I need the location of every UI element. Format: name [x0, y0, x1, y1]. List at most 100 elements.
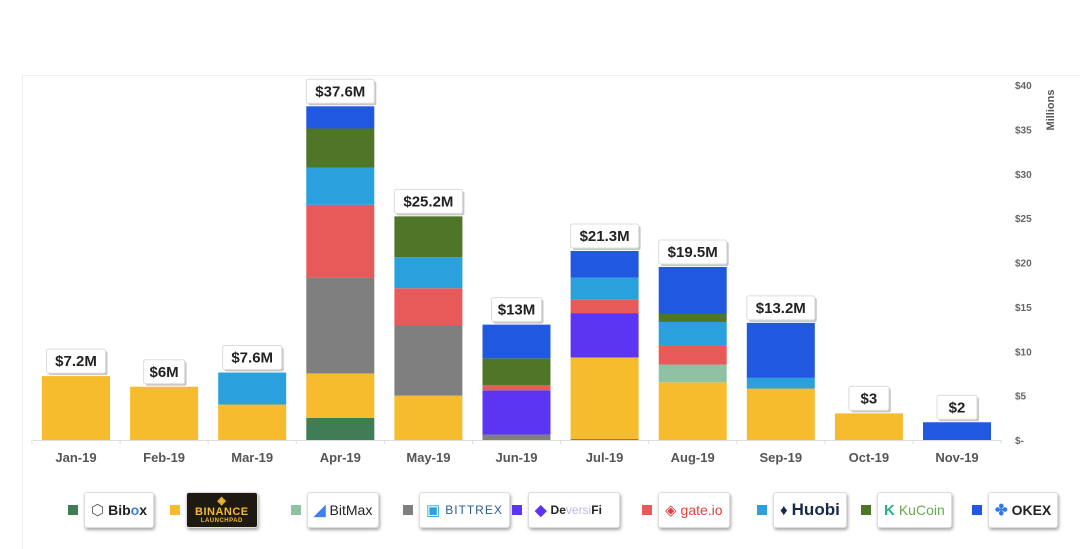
- total-label-text: $21.3M: [580, 228, 630, 245]
- total-labels: $7.2M $6M $7.6M $37.6M $25.2M $13M $21.3M $19.5…: [46, 78, 979, 422]
- y-tick-label: $35: [1015, 125, 1032, 136]
- bar-segment-gate-io: [394, 288, 463, 326]
- kucoin-logo-text: KuCoin: [898, 502, 945, 518]
- bitmax-logo-text: BitMax: [329, 502, 373, 518]
- y-tick-label: $30: [1015, 170, 1032, 181]
- bar-segment-binance-launchpad: [306, 373, 375, 418]
- bar-stack-apr-19: [306, 106, 375, 440]
- total-label: $6M: [143, 359, 187, 386]
- legend-swatch-binance: [170, 505, 180, 515]
- legend: ⬡ Bib o x ◈ BINANCE LAUNCHPAD ◢ BitMax ▣ B…: [0, 490, 1080, 534]
- bars: [42, 106, 991, 440]
- total-label-box: [222, 345, 283, 371]
- deversifi-logo-text-a: De: [550, 503, 566, 517]
- legend-item-bibox[interactable]: ⬡ Bib o x: [68, 490, 155, 530]
- bibox-logo-text-x: x: [139, 502, 148, 518]
- y-tick-label: $5: [1015, 392, 1027, 403]
- bar-segment-bibox: [570, 439, 639, 440]
- binance-diamond-icon: ◈: [217, 494, 227, 507]
- bar-segment-binance-launchpad: [218, 404, 287, 440]
- bar-stack-jun-19: [482, 324, 551, 440]
- bar-segment-deversifi: [570, 313, 639, 358]
- total-label-box: [393, 188, 463, 214]
- x-tick-label: Jun-19: [496, 450, 538, 465]
- bar-segment-bittrex: [394, 325, 463, 396]
- bar-stack-sep-19: [746, 322, 815, 440]
- bittrex-logo-text: BITTREX: [445, 503, 503, 517]
- x-tick-label: Jul-19: [586, 450, 624, 465]
- bar-segment-bittrex: [482, 434, 551, 440]
- total-label-box: [570, 223, 640, 249]
- total-label-box: [746, 295, 816, 321]
- bar-segment-huobi: [394, 257, 463, 289]
- total-label-text: $13M: [498, 302, 536, 319]
- total-label: $21.3M: [570, 223, 641, 250]
- bar-stack-may-19: [394, 216, 463, 440]
- x-tick-label: Mar-19: [231, 450, 273, 465]
- bar-segment-huobi: [746, 377, 815, 389]
- bibox-logo: ⬡ Bib o x: [84, 492, 155, 528]
- total-label: $25.2M: [393, 188, 465, 216]
- bar-segment-binance-launchpad: [570, 357, 639, 440]
- legend-item-huobi[interactable]: ♦ Huobi: [757, 490, 847, 530]
- total-label-box: [936, 394, 978, 420]
- legend-item-bitmax[interactable]: ◢ BitMax: [291, 490, 380, 530]
- total-label-text: $7.6M: [231, 350, 273, 367]
- total-label-box: [46, 348, 106, 374]
- bar-segment-deversifi: [482, 390, 551, 435]
- bar-segment-okex: [570, 250, 639, 278]
- okex-logo-text: OKEX: [1011, 502, 1052, 518]
- bar-stack-oct-19: [834, 413, 903, 440]
- total-label-text: $3: [861, 390, 878, 407]
- bittrex-square-icon: ▣: [426, 502, 442, 519]
- total-label: $7.6M: [222, 345, 284, 372]
- total-label-text: $25.2M: [403, 193, 453, 210]
- huobi-logo: ♦ Huobi: [773, 492, 847, 528]
- x-tick-label: Nov-19: [935, 450, 978, 465]
- okex-circles-icon: ✤: [995, 502, 1008, 519]
- total-label: $13M: [491, 297, 544, 324]
- bar-segment-okex: [658, 266, 727, 314]
- binance-logo-subtext: LAUNCHPAD: [200, 517, 243, 524]
- x-tick-label: May-19: [406, 450, 450, 465]
- bar-stack-jan-19: [42, 376, 110, 440]
- legend-swatch-bibox: [68, 505, 78, 515]
- total-label-box: [305, 78, 375, 104]
- bar-segment-okex: [306, 106, 375, 129]
- cube-outline-icon: ⬡: [91, 502, 105, 519]
- x-axis-labels: Jan-19 Feb-19 Mar-19 Apr-19 May-19 Jun-19 Jul-…: [55, 450, 978, 465]
- legend-item-bittrex[interactable]: ▣ BITTREX: [403, 490, 510, 530]
- bar-segment-kucoin: [306, 128, 375, 168]
- total-label: $3: [848, 385, 891, 413]
- x-tick-label: Feb-19: [143, 450, 185, 465]
- plot-area: [22, 75, 1080, 549]
- gateio-logo: ◈ gate.io: [658, 492, 730, 528]
- bar-segment-kucoin: [394, 216, 463, 258]
- bitmax-logo: ◢ BitMax: [307, 492, 380, 528]
- binance-launchpad-logo: ◈ BINANCE LAUNCHPAD: [186, 492, 258, 528]
- legend-swatch-okex: [972, 505, 982, 515]
- bar-segment-okex: [923, 422, 991, 440]
- bar-segment-bittrex: [306, 277, 375, 374]
- legend-swatch-bitmax: [291, 505, 301, 515]
- bar-segment-binance-launchpad: [394, 395, 463, 440]
- total-label: $37.6M: [305, 78, 377, 106]
- total-label: $13.2M: [746, 295, 817, 322]
- legend-swatch-kucoin: [861, 505, 871, 515]
- kucoin-logo: K KuCoin: [877, 492, 952, 528]
- stacked-bar-chart: $- $5 $10 $15 $20 $25 $30 $35 $40 Millions Jan-1…: [31, 78, 1057, 465]
- bar-segment-huobi: [570, 277, 639, 300]
- x-tick-label: Sep-19: [759, 450, 802, 465]
- legend-item-kucoin[interactable]: K KuCoin: [861, 490, 952, 530]
- total-label-box: [491, 297, 542, 323]
- bittrex-logo: ▣ BITTREX: [419, 492, 510, 528]
- bar-segment-gate-io: [570, 299, 639, 314]
- bar-stack-aug-19: [658, 266, 727, 440]
- legend-item-deversifi[interactable]: ◆ De versi Fi: [512, 490, 620, 530]
- huobi-flame-icon: ♦: [780, 501, 788, 519]
- total-label-text: $6M: [150, 364, 179, 381]
- legend-swatch-gateio: [642, 505, 652, 515]
- legend-item-okex[interactable]: ✤ OKEX: [972, 490, 1059, 530]
- legend-item-binance-launchpad[interactable]: ◈ BINANCE LAUNCHPAD: [170, 490, 258, 530]
- legend-item-gateio[interactable]: ◈ gate.io: [642, 490, 730, 530]
